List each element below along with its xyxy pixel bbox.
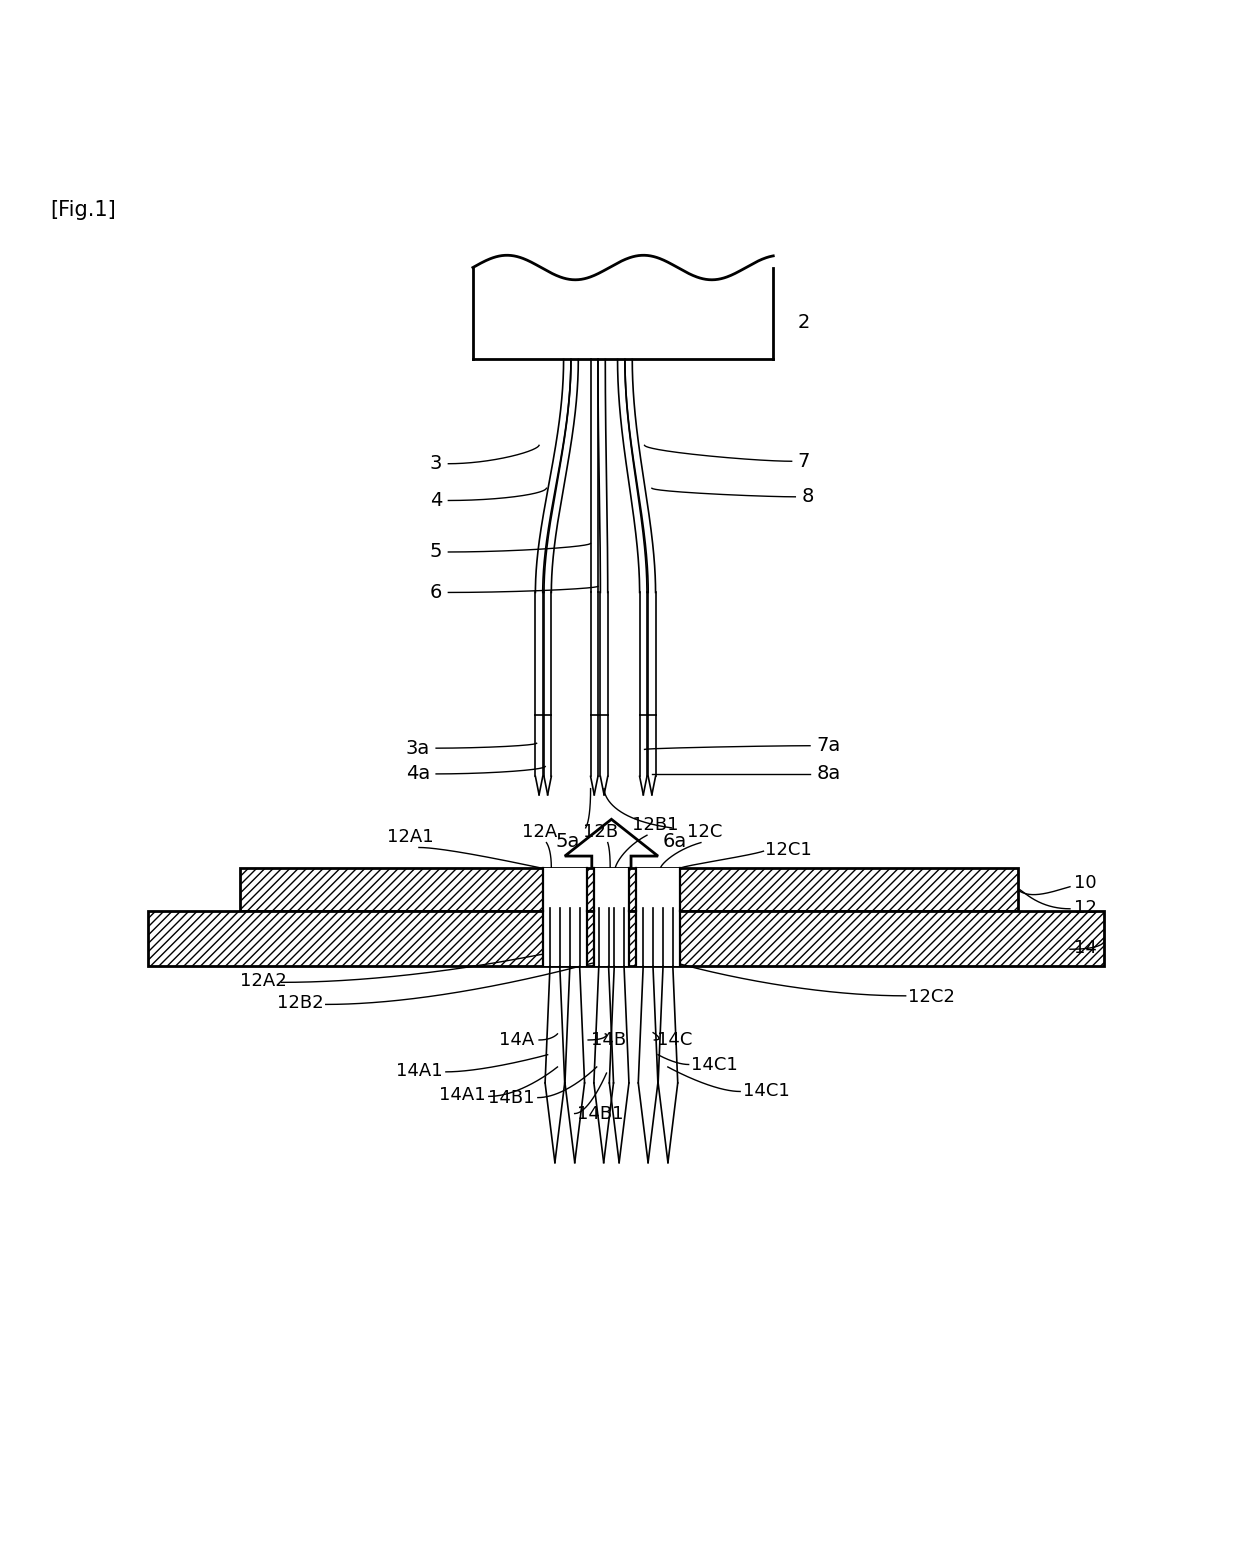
Text: 3: 3 [430,454,443,473]
Bar [239,869,1018,911]
Text: 3a: 3a [405,739,430,757]
Text: 12B1: 12B1 [632,815,678,834]
Text: 14C1: 14C1 [691,1055,738,1074]
Text: 14B1: 14B1 [487,1089,534,1106]
Text: 14A1: 14A1 [396,1061,443,1080]
Text: 2: 2 [797,313,810,332]
Text: 4: 4 [430,491,443,510]
Text: 10: 10 [1074,873,1096,892]
Bar [148,911,1105,967]
Bar [148,911,1105,967]
Bar [594,869,629,911]
Text: 14A: 14A [498,1031,534,1049]
Text: 14C: 14C [657,1031,692,1049]
Text: 14A1: 14A1 [439,1086,485,1105]
Text: 12B: 12B [583,823,619,842]
Text: 12A2: 12A2 [239,972,286,991]
Text: 6: 6 [430,582,443,603]
Bar [239,869,1018,911]
Bar [636,869,680,911]
Text: 5a: 5a [556,831,579,850]
Text: 7a: 7a [816,736,841,756]
Text: 12C1: 12C1 [765,840,811,859]
Text: 12C2: 12C2 [908,988,955,1006]
Text: 12A1: 12A1 [387,828,434,847]
Text: [Fig.1]: [Fig.1] [50,200,115,221]
Text: 12A: 12A [522,823,557,842]
Bar [543,869,587,911]
Polygon shape [565,820,658,933]
Text: 7: 7 [797,452,810,471]
Text: 14C1: 14C1 [743,1083,790,1100]
Text: 14: 14 [1074,939,1096,958]
Bar [636,911,680,967]
Bar [543,911,587,967]
Text: 5: 5 [430,543,443,562]
Text: 14B1: 14B1 [577,1105,624,1122]
Text: 14B: 14B [590,1031,626,1049]
Text: 12: 12 [1074,898,1096,917]
Bar [594,911,629,967]
Text: 8: 8 [801,487,813,507]
Text: 12C: 12C [687,823,723,842]
Text: 4a: 4a [405,764,430,784]
Text: 8a: 8a [816,764,841,784]
Text: 6a: 6a [663,831,687,850]
Text: 12B2: 12B2 [277,994,324,1013]
